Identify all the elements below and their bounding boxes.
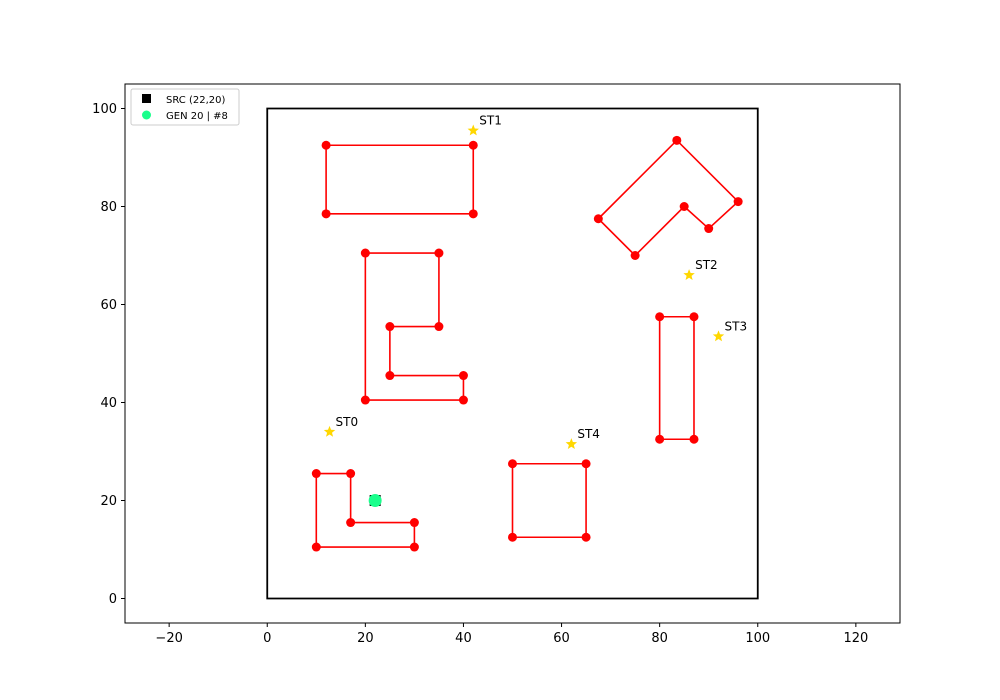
generation-marker xyxy=(368,494,382,507)
legend-box xyxy=(130,88,240,126)
obstacle-0-vertex-4 xyxy=(346,469,356,479)
y-tick-label-0: 0 xyxy=(109,592,117,607)
x-tick-label-0: −20 xyxy=(155,631,182,646)
y-tick-label-3: 60 xyxy=(100,298,117,313)
x-tick-label-6: 100 xyxy=(745,631,770,646)
legend-src-label: SRC (22,20) xyxy=(166,95,225,106)
obstacle-5-vertex-4 xyxy=(679,202,689,211)
obstacle-2-vertex-0 xyxy=(360,395,370,405)
obstacle-0-vertex-5 xyxy=(311,469,321,479)
obstacles-layer xyxy=(311,135,743,552)
obstacle-3-vertex-1 xyxy=(581,532,591,542)
y-tick-label-1: 20 xyxy=(100,494,117,509)
obstacle-2-vertex-1 xyxy=(458,395,468,405)
obstacle-5-vertex-3 xyxy=(704,224,714,234)
station-star-st0 xyxy=(323,425,336,437)
station-label-st0: ST0 xyxy=(336,415,359,429)
boundary-layer xyxy=(266,107,759,600)
x-tick-label-5: 80 xyxy=(651,631,668,646)
legend-src-marker xyxy=(142,94,151,103)
obstacle-4-vertex-0 xyxy=(655,434,665,444)
axes-frame xyxy=(124,83,901,624)
obstacle-1-vertex-0 xyxy=(321,209,331,219)
station-star-st2 xyxy=(683,269,695,280)
obstacle-3-vertex-0 xyxy=(508,532,517,542)
x-tick-label-2: 20 xyxy=(357,631,374,646)
obstacle-0-vertex-1 xyxy=(409,542,419,552)
markers-layer xyxy=(368,494,382,507)
x-tick-label-1: 0 xyxy=(263,631,271,646)
boundary-polygon xyxy=(266,107,759,600)
obstacle-5-vertex-0 xyxy=(593,214,603,224)
obstacle-3-vertex-2 xyxy=(581,459,591,469)
y-tick-label-4: 80 xyxy=(100,200,117,215)
obstacle-0-vertex-2 xyxy=(409,518,419,528)
obstacle-0-vertex-0 xyxy=(311,542,321,552)
obstacle-4-vertex-2 xyxy=(689,312,699,322)
station-label-st4: ST4 xyxy=(577,427,600,441)
obstacle-2-vertex-2 xyxy=(458,371,468,381)
obstacle-4-vertex-3 xyxy=(655,312,665,322)
station-label-st2: ST2 xyxy=(695,258,718,272)
obstacle-1-vertex-1 xyxy=(468,209,478,219)
legend: SRC (22,20) GEN 20 | #8 xyxy=(130,88,240,126)
x-tick-label-3: 40 xyxy=(455,631,472,646)
obstacle-4-vertex-1 xyxy=(689,434,699,444)
stations-layer: ST0 ST1 ST2 ST3 ST4 xyxy=(323,114,748,449)
obstacle-2-vertex-7 xyxy=(360,248,370,258)
y-tick-label-2: 40 xyxy=(100,396,117,411)
axes-layer: −20 0 20 40 60 80 100 120 0 20 40 60 80 100 xyxy=(92,83,901,646)
obstacle-3-vertex-3 xyxy=(508,459,517,469)
station-star-st1 xyxy=(467,124,479,136)
obstacle-2-vertex-6 xyxy=(434,248,444,258)
obstacle-1-vertex-2 xyxy=(468,140,478,150)
obstacle-2-vertex-5 xyxy=(434,322,444,332)
obstacle-0-vertex-3 xyxy=(346,518,356,528)
station-label-st1: ST1 xyxy=(479,114,502,128)
station-star-st3 xyxy=(712,330,725,342)
legend-gen-marker xyxy=(142,110,151,120)
obstacle-5-vertex-2 xyxy=(733,197,743,207)
obstacle-2-vertex-3 xyxy=(385,371,395,381)
obstacle-1-vertex-3 xyxy=(321,140,331,150)
x-tick-label-4: 60 xyxy=(553,631,570,646)
obstacle-2-vertex-4 xyxy=(385,322,395,332)
legend-gen-label: GEN 20 | #8 xyxy=(166,111,228,122)
station-star-st4 xyxy=(565,438,578,449)
obstacle-5-vertex-1 xyxy=(672,135,682,145)
station-label-st3: ST3 xyxy=(725,319,748,333)
obstacle-5-vertex-5 xyxy=(630,251,640,260)
x-tick-label-7: 120 xyxy=(843,631,868,646)
y-tick-label-5: 100 xyxy=(92,102,117,117)
